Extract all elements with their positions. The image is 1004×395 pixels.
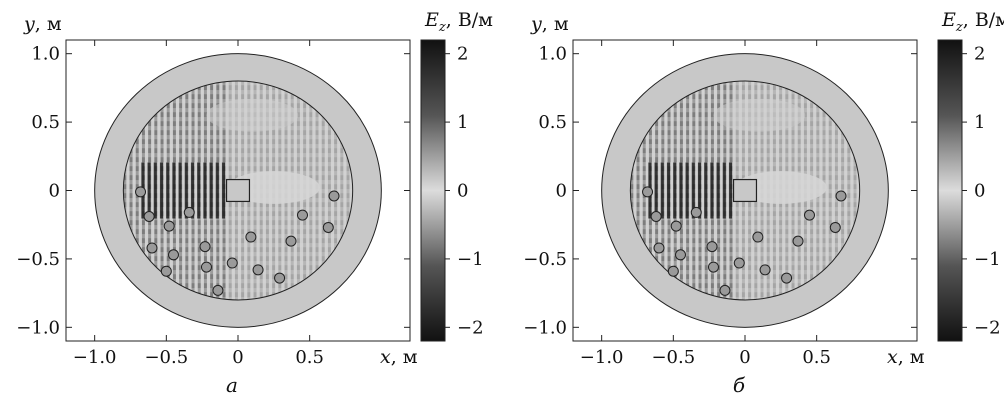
source-box (225, 178, 251, 203)
scatterer-6 (667, 265, 679, 277)
scatterer-17 (835, 190, 847, 202)
scatterer-9 (226, 257, 238, 269)
x-axis-label: x, м (380, 346, 418, 368)
colorbar (937, 39, 963, 342)
x-tick-label-3: 0.5 (802, 347, 831, 368)
scatterer-4 (653, 242, 665, 254)
scatterer-12 (719, 284, 731, 296)
scatterer-16 (322, 221, 334, 233)
scatterer-13 (274, 272, 286, 284)
y-tick-label-3: −0.5 (523, 249, 567, 270)
scatterer-11 (759, 264, 771, 276)
x-axis-label: x, м (887, 346, 925, 368)
y-axis-unit: , м (542, 13, 569, 35)
colorbar-tick-label-3: −1 (974, 249, 1001, 270)
scatterer-15 (297, 209, 308, 221)
y-tick-label-3: −0.5 (16, 249, 60, 270)
colorbar-tick-label-2: 0 (457, 181, 468, 202)
colorbar-tick-label-1: 1 (457, 112, 468, 133)
scatterer-14 (285, 235, 297, 247)
colorbar-tick-label-4: −2 (974, 317, 1001, 338)
y-tick-label-4: −1.0 (16, 317, 60, 338)
scatterer-0 (642, 186, 654, 198)
scatterer-9 (733, 257, 745, 269)
colorbar (420, 39, 446, 342)
x-axis-var: x (887, 346, 898, 368)
panel-b: −1.0 −0.5 0 0.51.00.50−0.5−1.0x, мy, мб210−… (523, 9, 1004, 395)
scatterer-15 (804, 209, 815, 221)
x-tick-label-1: −0.5 (651, 347, 695, 368)
colorbar-tick-label-0: 2 (457, 44, 468, 65)
scatterer-7 (706, 241, 718, 253)
x-tick-label-2: 0 (739, 347, 750, 368)
scatterer-4 (146, 242, 158, 254)
x-axis-unit: , м (898, 346, 925, 368)
y-axis-unit: , м (35, 13, 62, 35)
scatterer-3 (690, 206, 702, 218)
colorbar-tick-label-3: −1 (457, 249, 484, 270)
scatterer-3 (183, 206, 195, 218)
scatterer-2 (163, 220, 175, 232)
y-tick-label-1: 0.5 (31, 112, 60, 133)
colorbar-tick-label-4: −2 (457, 317, 484, 338)
x-tick-label-0: −1.0 (73, 347, 117, 368)
scatterer-10 (245, 231, 257, 243)
panel-a: −1.0 −0.5 0 0.51.00.50−0.5−1.0x, мy, ма210−… (16, 9, 493, 395)
colorbar-unit: , В/м (446, 9, 493, 31)
scatterer-2 (670, 220, 682, 232)
y-axis-label: y, м (530, 13, 569, 35)
scatterer-13 (781, 272, 793, 284)
y-tick-label-0: 1.0 (31, 44, 60, 65)
scatterer-10 (752, 231, 764, 243)
scatterer-11 (252, 264, 264, 276)
colorbar-label: Ez, В/м (424, 9, 493, 35)
source-box (732, 178, 758, 203)
y-tick-label-2: 0 (49, 181, 60, 202)
x-tick-label-1: −0.5 (144, 347, 188, 368)
scatterer-14 (792, 235, 804, 247)
y-tick-label-4: −1.0 (523, 317, 567, 338)
x-tick-label-2: 0 (232, 347, 243, 368)
panel-label: б (733, 373, 746, 395)
inner-boundary (122, 80, 354, 301)
x-tick-label-0: −1.0 (580, 347, 624, 368)
colorbar-tick-label-1: 1 (974, 112, 985, 133)
colorbar-unit: , В/м (963, 9, 1004, 31)
scatterer-16 (829, 221, 841, 233)
inner-boundary (629, 80, 861, 301)
colorbar-var: E (424, 9, 439, 31)
scatterer-8 (707, 261, 719, 273)
y-axis-label: y, м (23, 13, 62, 35)
colorbar-label: Ez, В/м (941, 9, 1004, 35)
scatterer-6 (160, 265, 172, 277)
scatterer-12 (212, 284, 224, 296)
scatterer-7 (199, 241, 211, 253)
colorbar-sub: z (438, 20, 446, 35)
panel-label: а (226, 373, 238, 395)
colorbar-tick-label-2: 0 (974, 181, 985, 202)
y-axis-var: y (23, 13, 35, 35)
scatterer-8 (200, 261, 212, 273)
x-tick-label-3: 0.5 (295, 347, 324, 368)
scatterer-5 (675, 249, 686, 261)
y-axis-var: y (530, 13, 542, 35)
x-axis-var: x (380, 346, 391, 368)
x-axis-unit: , м (391, 346, 418, 368)
scatterer-17 (328, 190, 340, 202)
y-tick-label-2: 0 (556, 181, 567, 202)
colorbar-sub: z (955, 20, 963, 35)
scatterer-1 (650, 210, 662, 222)
y-tick-label-0: 1.0 (538, 44, 567, 65)
y-tick-label-1: 0.5 (538, 112, 567, 133)
scatterer-0 (135, 186, 147, 198)
scatterer-5 (168, 249, 179, 261)
colorbar-tick-label-0: 2 (974, 44, 985, 65)
scatterer-1 (143, 210, 155, 222)
colorbar-var: E (941, 9, 956, 31)
